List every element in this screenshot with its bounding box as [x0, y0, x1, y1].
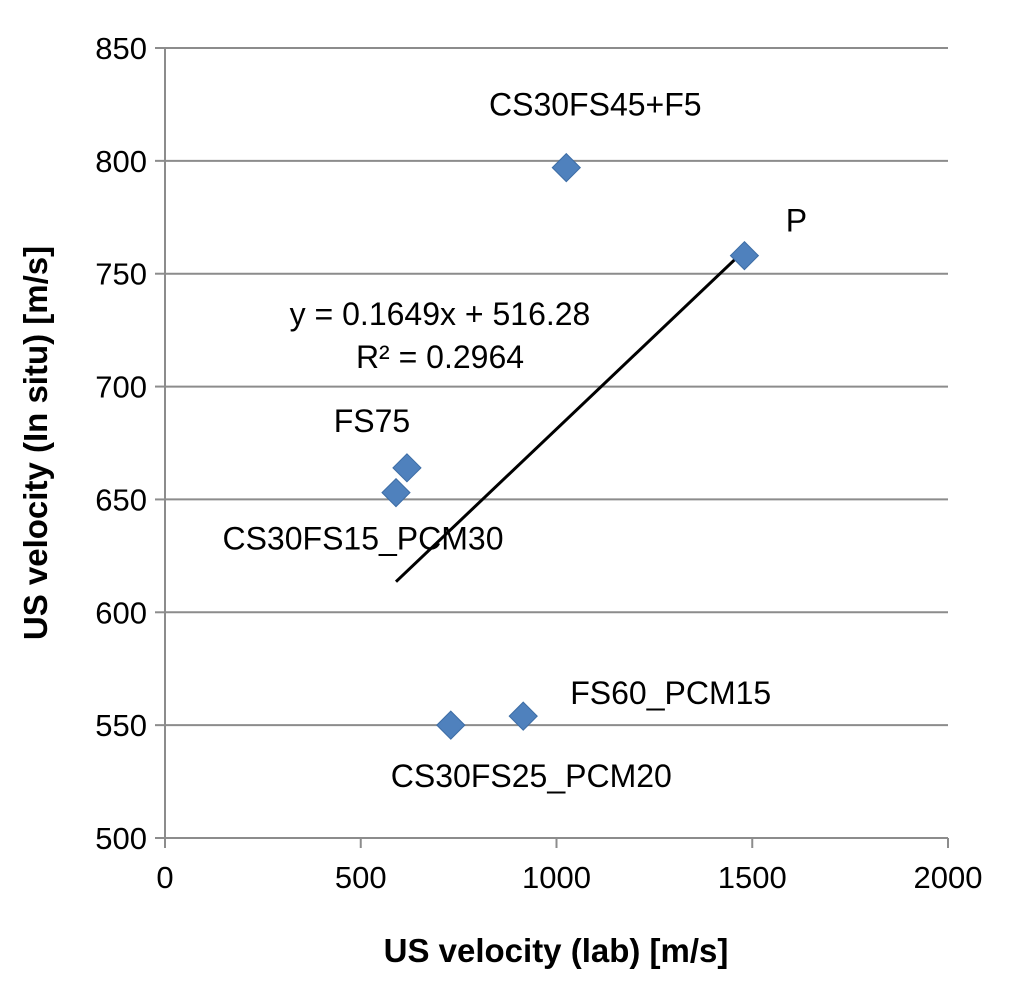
data-points	[381, 152, 760, 740]
point-label: FS60_PCM15	[570, 675, 771, 711]
data-point-marker	[508, 701, 538, 731]
trendline-group	[394, 249, 746, 583]
x-tick-labels: 0 500 1000 1500 2000	[156, 860, 982, 895]
x-tick-label: 0	[156, 860, 173, 895]
y-tick-labels: 500 550 600 650 700 750 800 850	[95, 31, 147, 856]
axes	[155, 47, 949, 848]
point-label: FS75	[334, 403, 410, 439]
data-point-marker	[381, 477, 411, 508]
data-point-marker	[436, 710, 466, 740]
y-tick-label: 600	[95, 595, 147, 630]
point-label: CS30FS25_PCM20	[391, 758, 672, 794]
y-tick-label: 800	[95, 144, 147, 179]
x-tick-label: 500	[335, 860, 387, 895]
y-tick-label: 750	[95, 257, 147, 292]
point-label: P	[786, 203, 807, 239]
x-axis-title: US velocity (lab) [m/s]	[384, 932, 729, 969]
gridlines	[165, 47, 948, 727]
y-tick-label: 700	[95, 370, 147, 405]
trendline	[394, 249, 746, 583]
point-label: CS30FS45+F5	[489, 87, 702, 123]
point-labels: CS30FS45+F5 P FS75 CS30FS15_PCM30 FS60_PCM15…	[222, 87, 807, 795]
y-tick-label: 550	[95, 708, 147, 743]
trendline-equation: y = 0.1649x + 516.28	[290, 296, 591, 332]
y-axis-title: US velocity (In situ) [m/s]	[17, 246, 54, 640]
data-point-marker	[551, 152, 581, 183]
x-tick-label: 1000	[522, 860, 591, 895]
x-tick-label: 2000	[914, 860, 983, 895]
data-point-marker	[392, 453, 422, 483]
trendline-r-squared: R² = 0.2964	[356, 339, 524, 375]
point-label: CS30FS15_PCM30	[222, 521, 503, 557]
y-tick-label: 500	[95, 821, 147, 856]
y-tick-label: 850	[95, 31, 147, 66]
y-tick-label: 650	[95, 482, 147, 517]
data-point-marker	[729, 240, 760, 271]
x-tick-label: 1500	[718, 860, 787, 895]
